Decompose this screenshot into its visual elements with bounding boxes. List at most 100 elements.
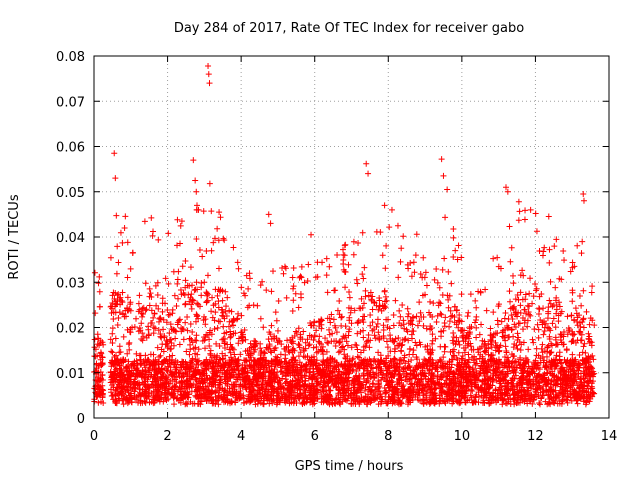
data-point xyxy=(361,264,368,271)
data-point xyxy=(388,362,395,369)
data-point xyxy=(113,212,120,219)
data-point xyxy=(545,304,552,311)
data-point xyxy=(268,349,275,356)
data-point xyxy=(535,311,542,318)
data-point xyxy=(157,314,164,321)
data-point xyxy=(131,323,138,330)
data-point xyxy=(369,306,376,313)
data-point xyxy=(215,237,222,244)
data-point xyxy=(478,321,485,328)
data-point xyxy=(212,235,219,242)
data-point xyxy=(150,324,157,331)
data-point xyxy=(552,324,559,331)
data-point xyxy=(107,336,114,343)
data-point xyxy=(225,323,232,330)
data-point xyxy=(206,342,213,349)
data-point xyxy=(297,349,304,356)
data-point xyxy=(165,311,172,318)
data-point xyxy=(324,339,331,346)
data-point xyxy=(581,340,588,347)
data-point xyxy=(465,340,472,347)
data-point xyxy=(579,349,586,356)
data-point xyxy=(485,385,492,392)
data-point xyxy=(455,317,462,324)
data-point xyxy=(473,334,480,341)
data-point xyxy=(177,222,184,229)
data-point xyxy=(527,206,534,213)
data-point xyxy=(226,346,233,353)
data-point xyxy=(139,337,146,344)
data-point xyxy=(244,370,251,377)
data-point xyxy=(305,342,312,349)
data-point xyxy=(201,279,208,286)
data-point xyxy=(508,244,515,251)
data-point xyxy=(208,247,215,254)
data-point xyxy=(354,346,361,353)
data-point xyxy=(406,362,413,369)
data-point xyxy=(199,253,206,260)
data-point xyxy=(398,322,405,329)
data-point xyxy=(508,312,515,319)
data-point xyxy=(233,316,240,323)
data-point xyxy=(383,338,390,345)
data-point xyxy=(399,302,406,309)
data-point xyxy=(539,353,546,360)
data-point xyxy=(546,246,553,253)
data-point xyxy=(392,335,399,342)
data-point xyxy=(482,286,489,293)
data-point xyxy=(362,287,369,294)
data-point xyxy=(555,312,562,319)
data-point xyxy=(334,307,341,314)
data-point xyxy=(374,316,381,323)
data-point xyxy=(541,364,548,371)
data-point xyxy=(182,319,189,326)
data-point xyxy=(533,345,540,352)
data-point xyxy=(411,269,418,276)
data-point xyxy=(133,372,140,379)
data-point xyxy=(290,345,297,352)
data-point xyxy=(188,388,195,395)
data-point xyxy=(174,280,181,287)
data-point xyxy=(154,344,161,351)
data-point xyxy=(382,298,389,305)
data-point xyxy=(564,399,571,406)
data-point xyxy=(245,285,252,292)
data-point xyxy=(479,337,486,344)
data-point xyxy=(292,290,299,297)
data-point xyxy=(589,317,596,324)
data-point xyxy=(493,342,500,349)
data-point xyxy=(202,321,209,328)
data-point xyxy=(125,341,132,348)
data-point xyxy=(212,309,219,316)
data-point xyxy=(555,318,562,325)
data-point xyxy=(514,330,521,337)
data-point xyxy=(208,308,215,315)
data-point xyxy=(268,322,275,329)
data-point xyxy=(160,316,167,323)
data-point xyxy=(541,348,548,355)
data-point xyxy=(502,309,509,316)
data-point xyxy=(580,287,587,294)
data-point xyxy=(488,344,495,351)
data-points xyxy=(91,62,598,408)
data-point xyxy=(556,303,563,310)
data-point xyxy=(305,261,312,268)
data-point xyxy=(95,335,102,342)
data-point xyxy=(446,318,453,325)
data-point xyxy=(354,319,361,326)
data-point xyxy=(576,351,583,358)
data-point xyxy=(564,313,571,320)
data-point xyxy=(498,383,505,390)
data-point xyxy=(324,289,331,296)
data-point xyxy=(520,326,527,333)
data-point xyxy=(512,358,519,365)
data-point xyxy=(180,336,187,343)
data-point xyxy=(315,338,322,345)
data-point xyxy=(455,349,462,356)
data-point xyxy=(289,338,296,345)
data-point xyxy=(250,302,257,309)
data-point xyxy=(502,337,509,344)
data-point xyxy=(360,347,367,354)
data-point xyxy=(288,339,295,346)
